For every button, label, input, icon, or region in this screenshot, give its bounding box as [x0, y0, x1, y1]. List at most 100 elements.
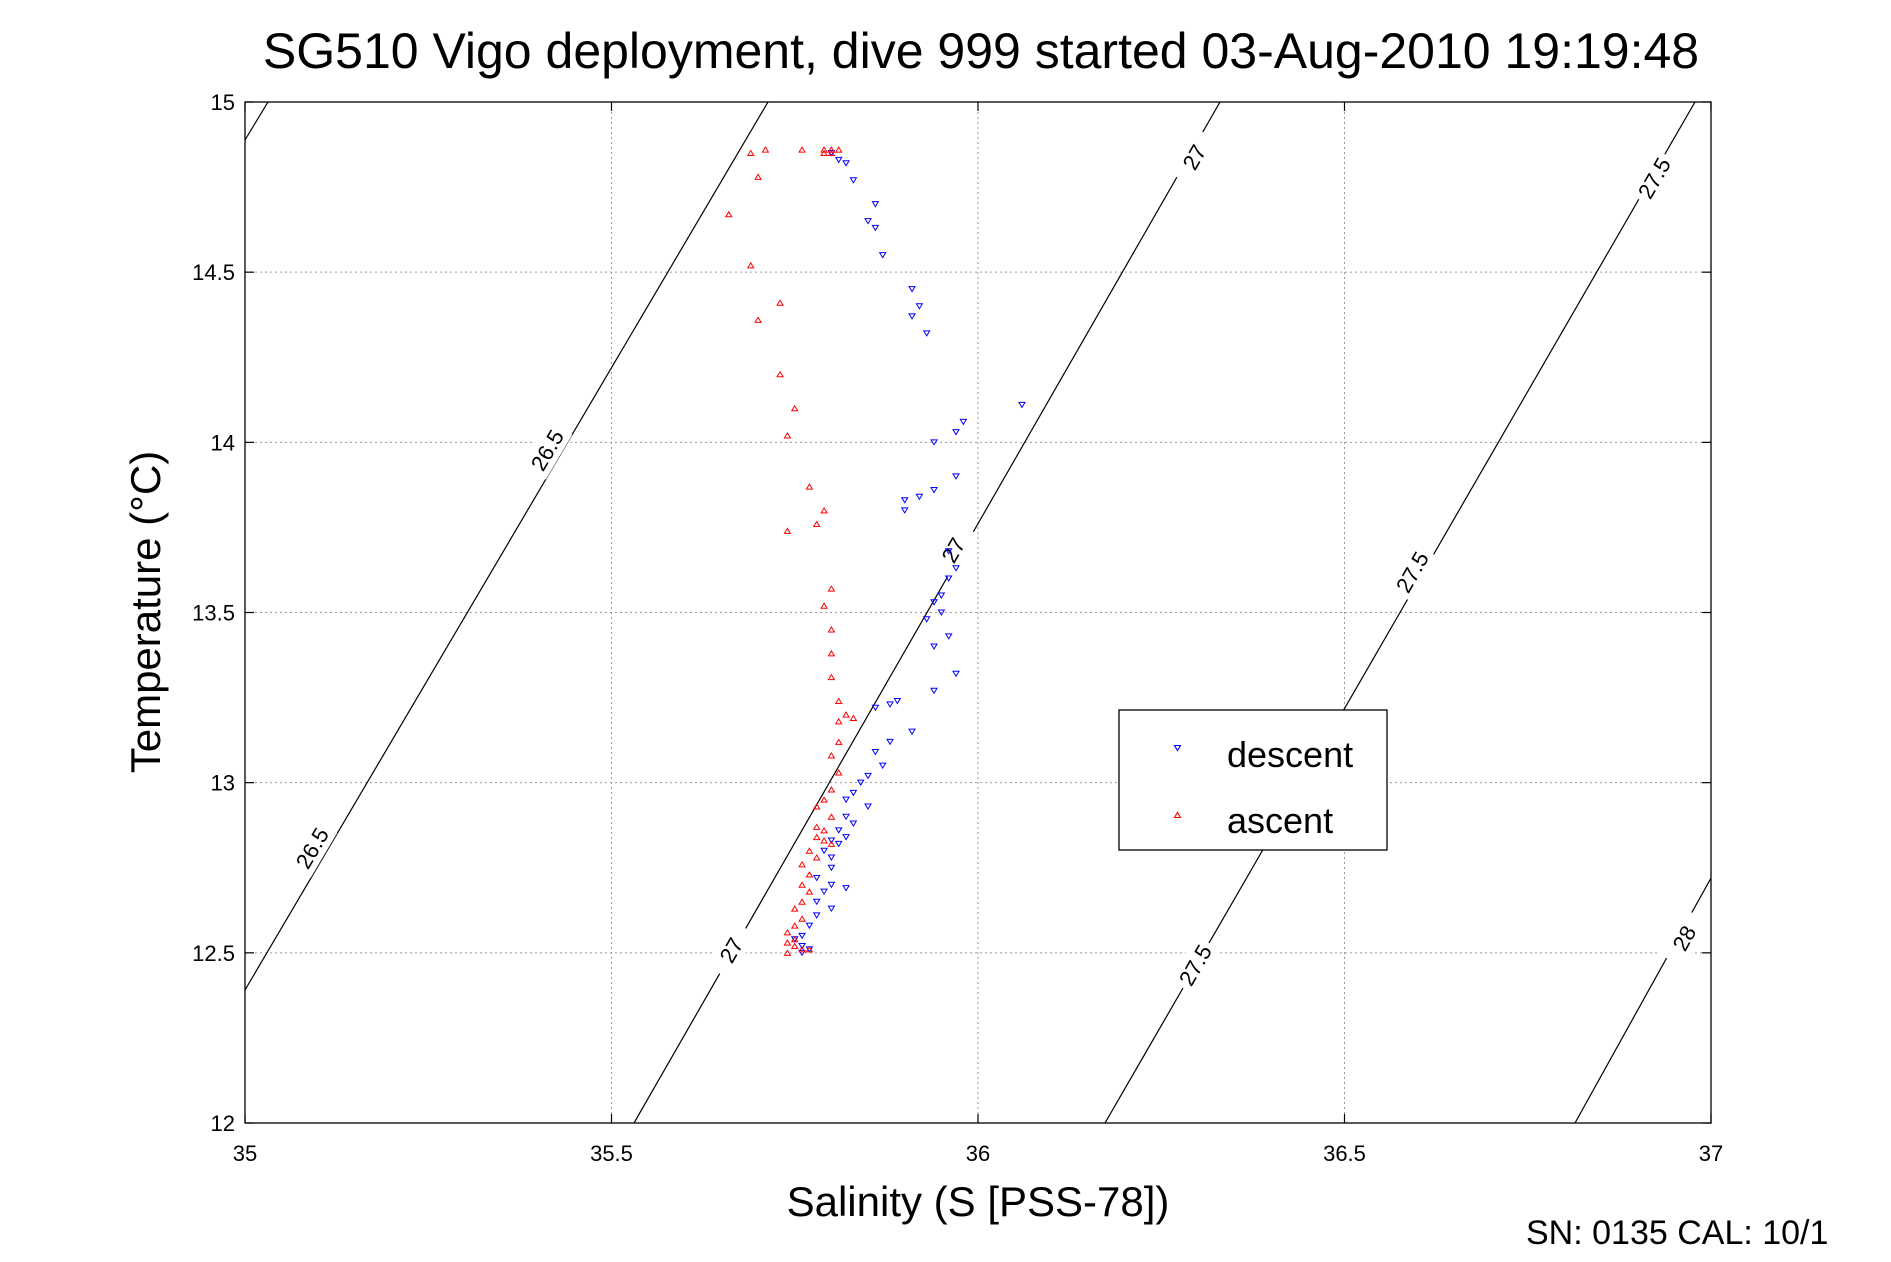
descent-point	[864, 218, 872, 225]
ascent-point	[783, 527, 792, 534]
contour-label-background	[1386, 542, 1438, 602]
contour-label-background	[521, 420, 573, 480]
descent-point	[812, 898, 821, 906]
density-contour-label: 27	[705, 920, 757, 980]
ascent-point	[790, 404, 799, 412]
contour-label-background	[286, 818, 338, 878]
contour-label-background	[1169, 935, 1221, 995]
axis-ticks: 35 35.5 36 36.5 37 12 12.5 13 13.5 14 14.5 15	[192, 90, 1723, 1166]
ascent-point	[827, 649, 836, 657]
descent-point	[849, 177, 858, 184]
descent-point	[900, 497, 909, 504]
descent-point	[820, 847, 828, 855]
descent-point	[944, 548, 953, 555]
ascent-point	[820, 602, 828, 609]
ascent-point	[724, 210, 733, 218]
descent-point	[820, 888, 828, 896]
y-tick-label: 13.5	[192, 601, 235, 626]
descent-point	[827, 905, 836, 913]
ascent-point	[820, 826, 828, 834]
descent-point	[930, 687, 938, 695]
y-tick-label: 13	[211, 771, 235, 796]
descent-point	[842, 885, 850, 892]
ascent-point	[783, 432, 792, 439]
ascent-point	[798, 146, 806, 153]
descent-point	[798, 943, 806, 950]
density-contour-label: 27.5	[1169, 935, 1221, 995]
descent-point	[842, 160, 850, 167]
descent-point	[886, 738, 894, 746]
ascent-point	[805, 888, 814, 895]
ascent-point	[783, 949, 792, 956]
y-tick-label: 14	[211, 430, 235, 455]
descent-point	[827, 854, 836, 862]
ascent-point	[827, 673, 836, 681]
descent-point	[915, 493, 924, 501]
ascent-point	[776, 299, 784, 306]
descent-point	[900, 507, 909, 514]
ascent-point	[798, 945, 806, 953]
contour-label-background	[1628, 148, 1680, 208]
descent-point	[937, 592, 946, 599]
ascent-point	[776, 370, 784, 378]
descent-point	[842, 796, 850, 804]
legend-ascent-marker	[1173, 811, 1182, 819]
descent-point	[952, 670, 960, 678]
ascent-point	[798, 881, 806, 888]
descent-point	[827, 881, 836, 889]
density-contour-label: 27	[927, 520, 979, 580]
ascent-point	[812, 823, 821, 830]
descent-point	[864, 772, 872, 780]
ascent-point	[827, 840, 836, 847]
ascent-point	[805, 871, 814, 878]
ascent-point	[820, 796, 828, 803]
footer-serial-calibration: SN: 0135 CAL: 10/1	[1526, 1214, 1828, 1252]
descent-point	[944, 633, 953, 640]
descent-point	[856, 779, 865, 787]
descent-point	[849, 789, 858, 797]
descent-point	[812, 912, 821, 919]
ascent-point	[827, 626, 836, 633]
descent-point	[915, 303, 924, 310]
grid	[245, 102, 1711, 1123]
descent-point	[842, 834, 850, 841]
descent-point	[827, 837, 836, 844]
ascent-point	[805, 847, 814, 854]
descent-point	[959, 418, 968, 426]
contour-label-background	[1659, 908, 1709, 968]
ascent-point	[820, 837, 828, 844]
legend-ascent-label: ascent	[1227, 800, 1333, 841]
legend-descent-marker	[1173, 744, 1182, 752]
ascent-point	[834, 768, 843, 776]
data-points	[724, 146, 1026, 957]
chart-title: SG510 Vigo deployment, dive 999 started …	[263, 23, 1699, 79]
descent-point	[952, 565, 960, 572]
ascent-point	[812, 833, 821, 841]
descent-point	[908, 286, 916, 293]
contour-label-background	[705, 920, 757, 980]
ascent-point	[754, 173, 762, 180]
legend-descent-label: descent	[1227, 734, 1353, 775]
descent-point	[937, 609, 946, 616]
descent-point	[849, 820, 858, 827]
descent-point	[834, 827, 843, 834]
x-tick-label: 37	[1699, 1141, 1723, 1166]
ascent-point	[783, 928, 792, 936]
descent-point	[952, 429, 960, 436]
density-contour-label: 27.5	[1628, 148, 1680, 208]
density-contour-label: 27.5	[1386, 542, 1438, 602]
descent-point	[812, 874, 821, 882]
legend: descent ascent	[1118, 709, 1388, 851]
ascent-point	[842, 711, 850, 718]
descent-point	[930, 599, 938, 606]
descent-point	[944, 575, 953, 582]
ascent-point	[746, 149, 755, 157]
ascent-point	[820, 506, 828, 514]
ascent-point	[790, 935, 799, 943]
ascent-point	[805, 945, 814, 953]
ascent-point	[798, 898, 806, 905]
ascent-point	[834, 717, 843, 725]
ascent-point	[783, 939, 792, 946]
descent-point	[871, 749, 880, 756]
descent-point	[930, 643, 938, 651]
